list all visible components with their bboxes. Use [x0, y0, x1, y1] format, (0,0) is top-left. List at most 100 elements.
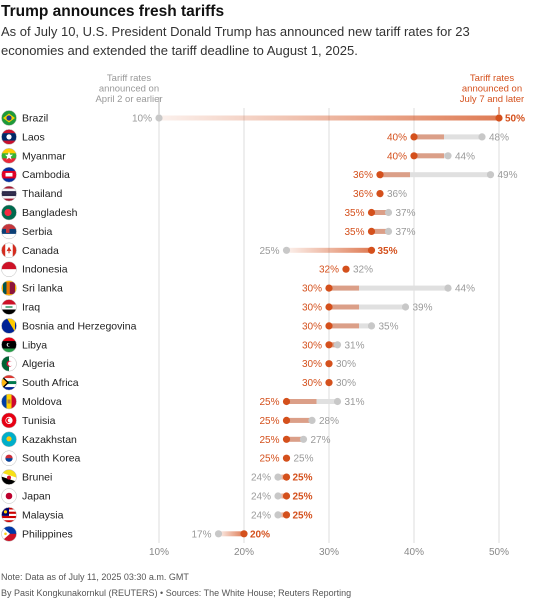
country-label: Laos	[22, 131, 45, 143]
data-row: Sri lanka 30% 44%	[22, 283, 475, 295]
old-rate-label: 25%	[259, 246, 279, 257]
old-rate-dot	[444, 152, 452, 160]
new-rate-label: 30%	[302, 378, 322, 389]
old-rate-dot	[274, 511, 282, 519]
old-rate-label: 24%	[251, 510, 271, 521]
country-label: Libya	[22, 339, 47, 351]
data-row: Myanmar 40% 44%	[22, 150, 475, 162]
iraq-flag-icon	[1, 299, 17, 315]
new-rate-dot	[367, 246, 376, 254]
old-rate-label: 28%	[319, 416, 339, 427]
legend-new-label: Tariff rates announced on July 7 and later	[460, 73, 524, 105]
new-rate-dot	[325, 379, 333, 387]
connector-bar-tint	[371, 228, 389, 234]
data-row: Canada 25% 35%	[22, 245, 398, 257]
data-row: Laos 40% 48%	[22, 131, 509, 143]
country-label: Cambodia	[22, 169, 70, 181]
country-label: Kazakhstan	[22, 434, 77, 446]
new-rate-dot	[410, 152, 418, 160]
south-africa-flag-icon	[1, 374, 17, 391]
new-rate-label: 35%	[378, 246, 398, 257]
old-rate-label: 49%	[498, 170, 518, 181]
old-rate-dot	[384, 208, 393, 217]
country-label: Sri lanka	[22, 283, 63, 295]
connector-bar-tint	[329, 323, 359, 329]
new-rate-label: 30%	[302, 321, 322, 332]
dumbbell-chart: 10% 20% 30% 40% 50% Tariff rates announced on A…	[1, 73, 525, 558]
country-label: Philippines	[22, 528, 73, 540]
new-rate-dot	[342, 265, 350, 273]
thailand-flag-icon	[1, 185, 17, 202]
kazakhstan-flag-icon	[1, 431, 17, 448]
new-rate-label: 40%	[387, 132, 407, 143]
sri-lanka-flag-icon	[1, 280, 17, 296]
data-row: Iraq 30% 39%	[22, 302, 433, 314]
data-row: Serbia 35% 37%	[22, 226, 416, 238]
connector-bar-tint	[329, 342, 338, 348]
old-rate-label: 44%	[455, 151, 475, 162]
old-rate-dot	[308, 416, 316, 424]
old-rate-dot	[384, 227, 393, 235]
old-rate-label: 35%	[379, 321, 399, 332]
bosnia-flag-icon	[1, 318, 17, 334]
new-rate-dot	[325, 284, 333, 292]
connector-bar	[371, 228, 389, 234]
connector-bar-tint	[329, 285, 359, 291]
new-rate-dot	[282, 397, 291, 406]
chart-title: Trump announces fresh tariffs	[1, 3, 225, 20]
data-row: Malaysia 24% 25%	[22, 509, 313, 521]
country-label: Tunisia	[22, 415, 56, 427]
connector-bar	[414, 153, 448, 159]
libya-flag-icon	[1, 337, 17, 353]
data-row: South Korea 25% 25%	[22, 453, 314, 465]
old-rate-dot	[274, 473, 282, 481]
new-rate-label: 25%	[259, 454, 279, 465]
connector-bar-tint	[414, 153, 444, 159]
new-rate-label: 25%	[259, 416, 279, 427]
new-rate-dot	[376, 171, 384, 179]
new-rate-dot	[282, 473, 291, 481]
connector-bar	[286, 417, 312, 423]
old-rate-label: 48%	[489, 132, 509, 143]
old-rate-dot	[214, 530, 223, 538]
new-rate-label: 25%	[259, 397, 279, 408]
old-rate-label: 31%	[345, 340, 365, 351]
data-row: Indonesia 32% 32%	[22, 264, 373, 276]
new-rate-dot	[325, 303, 333, 311]
old-rate-label: 17%	[191, 529, 211, 540]
data-row: Tunisia 25% 28%	[22, 415, 339, 427]
x-tick-label: 50%	[489, 547, 509, 558]
data-row: Bangladesh 35% 37%	[22, 207, 416, 219]
new-rate-label: 50%	[505, 114, 525, 125]
new-rate-dot	[410, 133, 418, 141]
country-label: Canada	[22, 245, 59, 257]
country-label: Iraq	[22, 302, 40, 314]
new-rate-label: 32%	[319, 265, 339, 276]
old-rate-dot	[478, 133, 486, 141]
data-row: Kazakhstan 25% 27%	[22, 434, 331, 446]
country-label: Serbia	[22, 226, 53, 238]
old-rate-label: 27%	[311, 435, 331, 446]
connector-bar-tint	[286, 417, 312, 423]
old-rate-dot	[486, 171, 495, 179]
country-label: Japan	[22, 491, 51, 503]
tunisia-flag-icon	[1, 412, 17, 429]
new-rate-label: 30%	[302, 303, 322, 314]
connector-bar	[286, 399, 338, 404]
data-row: South Africa 30% 30%	[22, 377, 356, 389]
new-rate-dot	[325, 360, 333, 368]
connector-bar	[278, 493, 287, 499]
old-rate-label: 25%	[294, 454, 314, 465]
connector-bar	[380, 172, 491, 178]
connector-bar	[218, 531, 244, 537]
data-row: Libya 30% 31%	[22, 339, 365, 351]
old-rate-dot	[155, 114, 163, 122]
data-row: Japan 24% 25%	[22, 491, 313, 503]
data-row: Thailand 36% 36%	[22, 188, 407, 200]
old-rate-label: 30%	[336, 378, 356, 389]
old-rate-dot	[367, 322, 376, 330]
new-rate-label: 40%	[387, 151, 407, 162]
country-label: Brunei	[22, 472, 52, 484]
new-rate-dot	[282, 435, 291, 443]
philippines-flag-icon	[1, 526, 17, 542]
